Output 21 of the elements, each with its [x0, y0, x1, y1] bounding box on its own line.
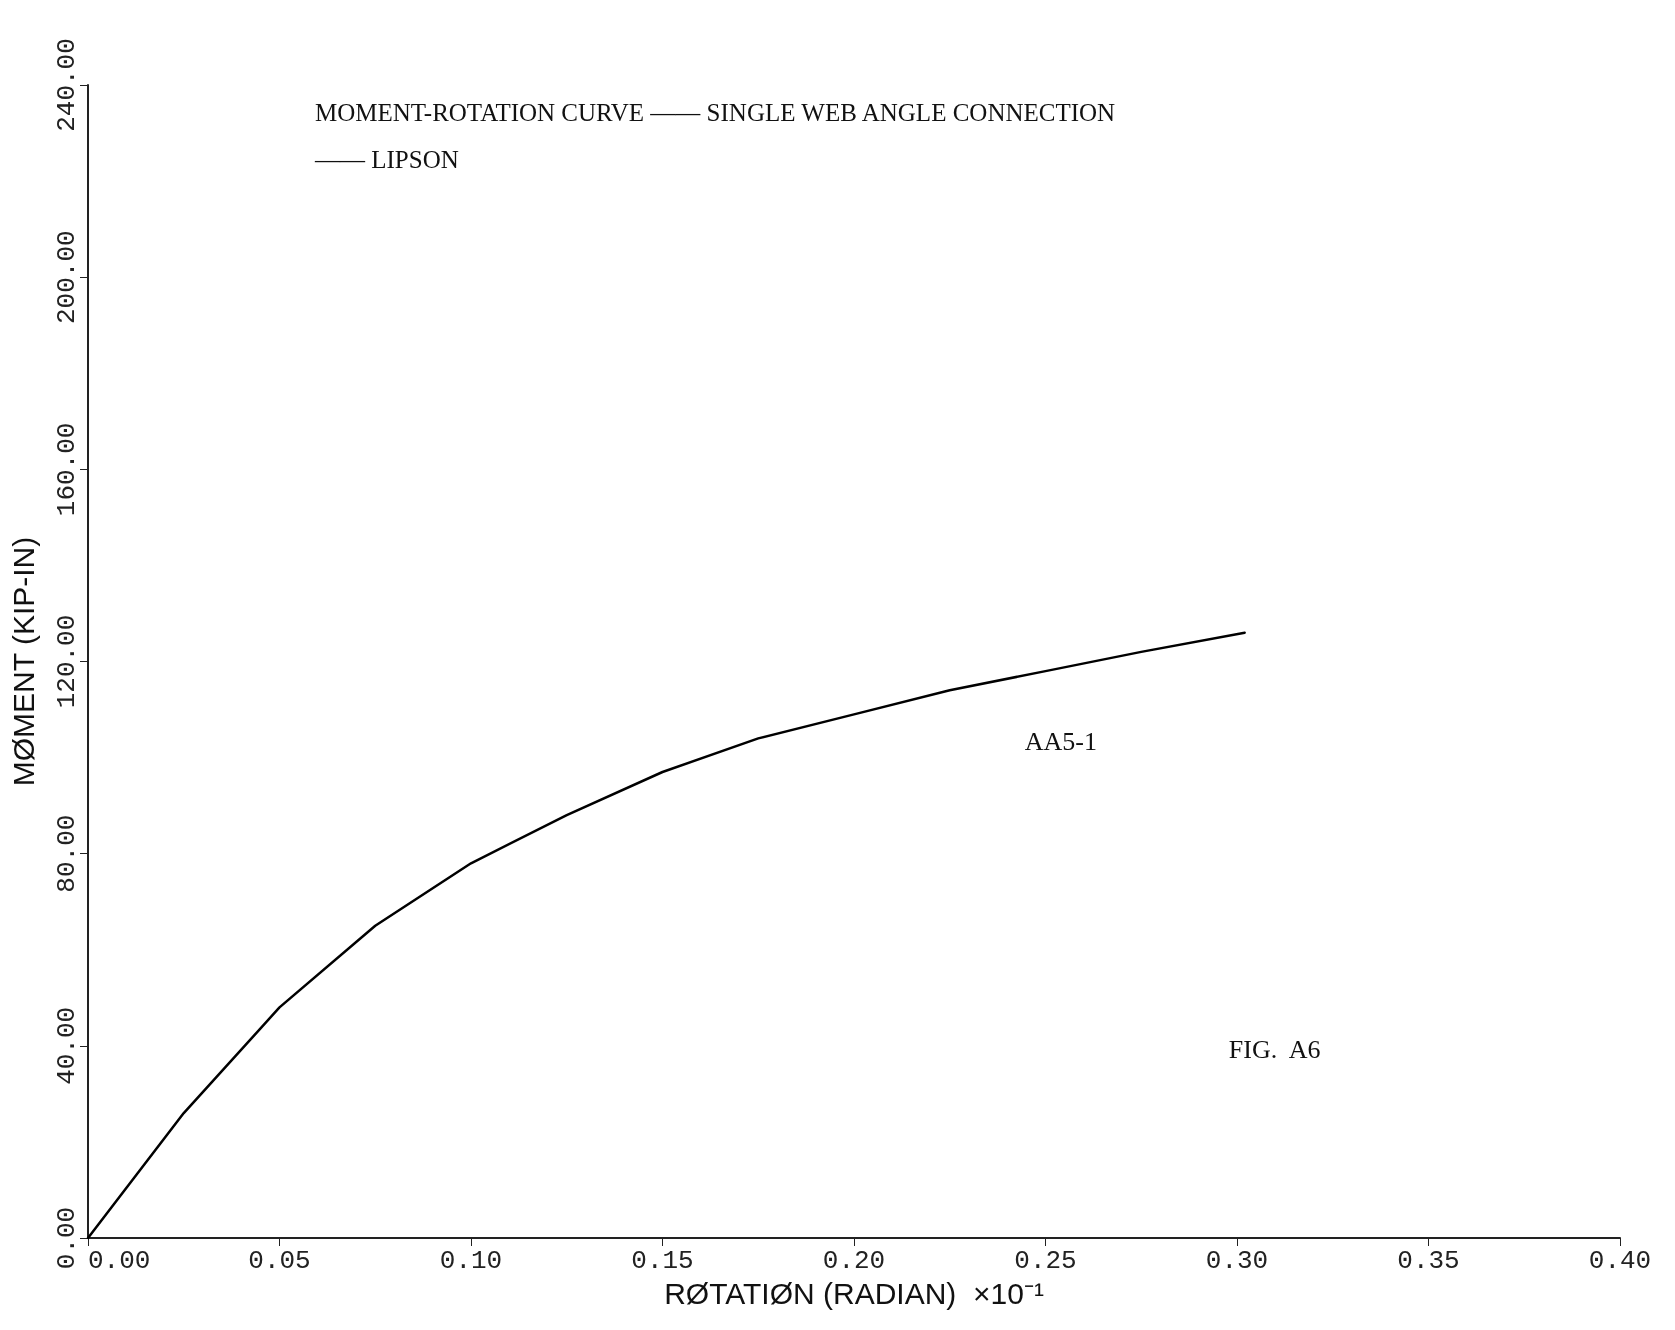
- y-axis-title: MØMENT (KIP-IN): [6, 536, 40, 787]
- text: —— LIPSON: [314, 146, 459, 173]
- y-tick-label: 40.00: [52, 1006, 82, 1085]
- y-tick-label: 200.00: [52, 230, 82, 324]
- annotation: FIG. A6: [1228, 1034, 1321, 1064]
- x-tick-label: 0.05: [248, 1246, 311, 1276]
- x-tick-label: 0.00: [88, 1246, 151, 1276]
- y-tick-label: 240.00: [52, 38, 82, 132]
- y-tick-label: 80.00: [52, 814, 82, 893]
- x-tick-label: 0.30: [1205, 1246, 1269, 1276]
- x-tick-label: 0.10: [439, 1246, 503, 1276]
- x-tick-label: 0.15: [631, 1246, 694, 1276]
- x-tick-label: 0.20: [822, 1246, 886, 1276]
- x-tick-label: 0.40: [1588, 1246, 1652, 1276]
- annotation: AA5-1: [1024, 726, 1098, 756]
- x-axis-title: RØTATIØN (RADIAN) ×10⁻¹: [664, 1277, 1044, 1311]
- y-tick-label: 160.00: [52, 422, 82, 517]
- y-tick-label: 120.00: [52, 614, 82, 709]
- x-tick-label: 0.35: [1397, 1246, 1460, 1276]
- text: MOMENT-ROTATION CURVE —— SINGLE WEB ANGLE CONNECTION: [315, 99, 1116, 126]
- x-tick-label: 0.25: [1014, 1246, 1077, 1276]
